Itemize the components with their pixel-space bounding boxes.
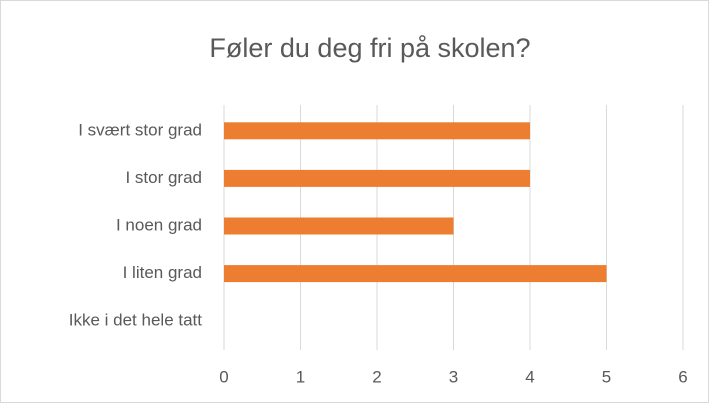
x-tick-label: 2 — [372, 367, 381, 386]
y-tick-label: I noen grad — [116, 215, 202, 234]
x-tick-label: 3 — [449, 367, 458, 386]
x-tick-label: 5 — [602, 367, 611, 386]
x-tick-label: 6 — [678, 367, 687, 386]
bar — [224, 122, 530, 140]
y-tick-label: Ikke i det hele tatt — [69, 311, 203, 330]
bar — [224, 217, 454, 235]
x-tick-label: 0 — [219, 367, 228, 386]
y-tick-label: I stor grad — [125, 168, 202, 187]
x-tick-label: 4 — [525, 367, 534, 386]
bar — [224, 169, 530, 187]
x-tick-label: 1 — [296, 367, 305, 386]
y-tick-label: I liten grad — [123, 263, 202, 282]
y-tick-label: I svært stor grad — [78, 120, 202, 139]
bar — [224, 265, 607, 283]
chart-title: Føler du deg fri på skolen? — [209, 33, 530, 63]
